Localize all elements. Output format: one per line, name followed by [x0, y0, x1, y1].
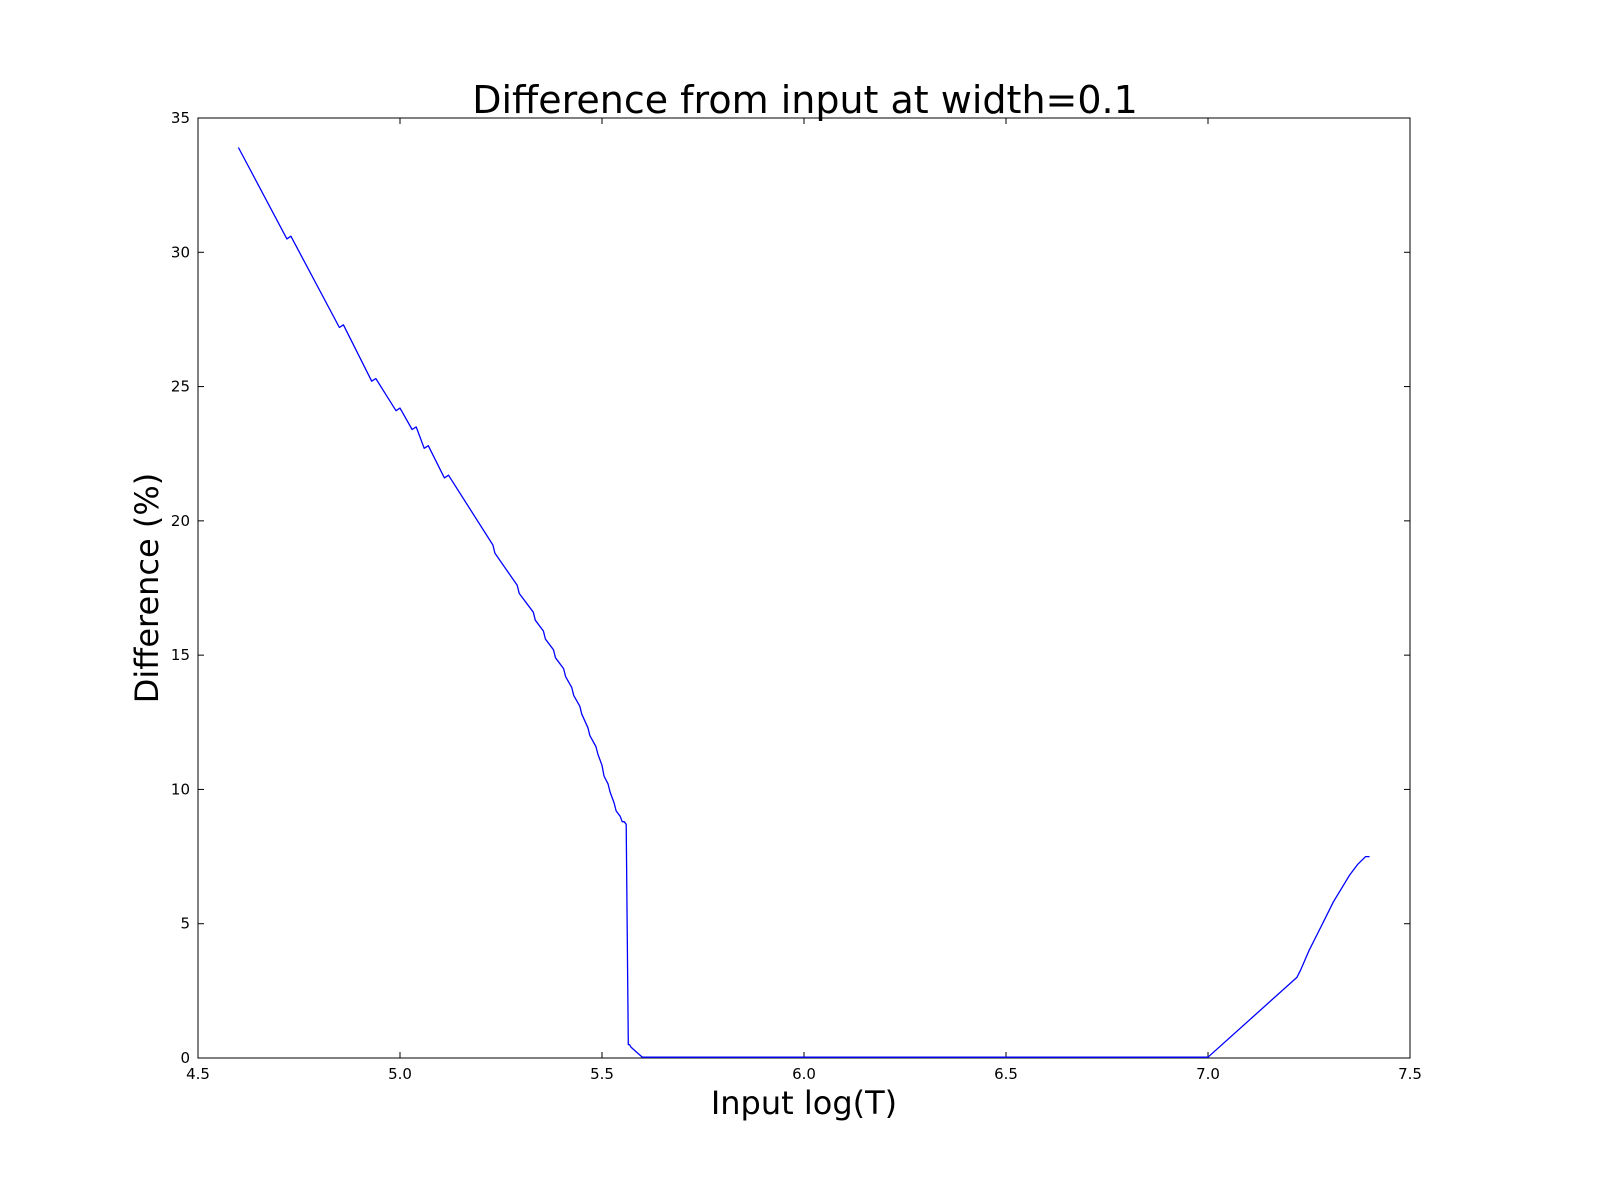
y-tick-label: 25 [171, 378, 190, 396]
chart-title: Difference from input at width=0.1 [472, 78, 1138, 122]
y-tick-label: 0 [180, 1049, 190, 1067]
x-axis-label: Input log(T) [711, 1084, 897, 1122]
plot-frame [197, 117, 1411, 1059]
x-tick-label: 7.5 [1398, 1065, 1422, 1083]
x-tick-label: 7.0 [1196, 1065, 1220, 1083]
y-tick-label: 35 [171, 109, 190, 127]
x-tick-label: 6.0 [792, 1065, 816, 1083]
y-tick-label: 5 [180, 915, 190, 933]
y-tick-label: 30 [171, 243, 190, 261]
y-tick-label: 10 [171, 780, 190, 798]
y-tick-label: 15 [171, 646, 190, 664]
x-axis-ticks: 4.5 5.0 5.5 6.0 6.5 7.0 7.5 [186, 118, 1422, 1083]
x-tick-label: 6.5 [994, 1065, 1018, 1083]
series-layer [237, 147, 1370, 1058]
x-tick-label: 4.5 [186, 1065, 210, 1083]
y-axis-ticks: 0 5 10 15 20 25 30 35 [171, 109, 1410, 1067]
y-axis-label: Difference (%) [128, 473, 166, 704]
series-line-0 [237, 147, 1370, 1058]
x-tick-label: 5.0 [388, 1065, 412, 1083]
y-tick-label: 20 [171, 512, 190, 530]
x-tick-label: 5.5 [590, 1065, 614, 1083]
